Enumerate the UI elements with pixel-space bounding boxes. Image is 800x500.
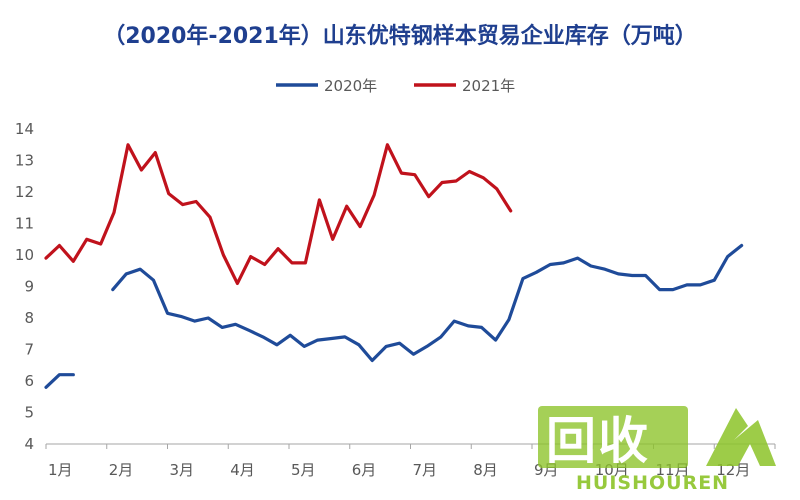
x-tick-label: 4月	[230, 461, 255, 479]
y-axis-ticks: 4 5 6 7 8 9 10 11 12 13 14	[15, 120, 34, 453]
legend-label: 2021年	[462, 77, 515, 95]
y-tick-label: 11	[15, 215, 34, 233]
y-tick-label: 4	[24, 435, 34, 453]
x-tick-label: 8月	[473, 461, 498, 479]
watermark-main-text: 回收	[546, 412, 650, 470]
x-tick-label: 5月	[291, 461, 316, 479]
series-line-1	[111, 243, 744, 363]
watermark-sub-text: HUISHOUREN	[576, 472, 730, 494]
x-tick-label: 6月	[352, 461, 377, 479]
y-tick-label: 14	[15, 120, 34, 138]
y-tick-label: 9	[24, 278, 34, 296]
y-tick-label: 8	[24, 309, 34, 327]
x-tick-label: 3月	[170, 461, 195, 479]
y-tick-label: 10	[15, 246, 34, 264]
series-layer	[44, 143, 744, 389]
watermark-box: 回收	[538, 406, 688, 470]
legend-label: 2020年	[324, 77, 377, 95]
series-line-1	[44, 373, 75, 389]
x-tick-label: 7月	[413, 461, 438, 479]
x-tick-label: 1月	[48, 461, 73, 479]
series-line-2	[44, 143, 513, 285]
y-tick-label: 12	[15, 183, 34, 201]
y-tick-label: 7	[24, 341, 34, 359]
x-tick-label: 2月	[109, 461, 134, 479]
watermark-logo-icon	[706, 408, 776, 466]
y-tick-label: 5	[24, 404, 34, 422]
y-tick-label: 13	[15, 152, 34, 170]
y-tick-label: 6	[24, 372, 34, 390]
legend: 2020年 2021年	[276, 77, 515, 95]
chart-title: （2020年-2021年）山东优特钢样本贸易企业库存（万吨）	[103, 24, 697, 49]
watermark: 回收 HUISHOUREN	[538, 400, 788, 500]
